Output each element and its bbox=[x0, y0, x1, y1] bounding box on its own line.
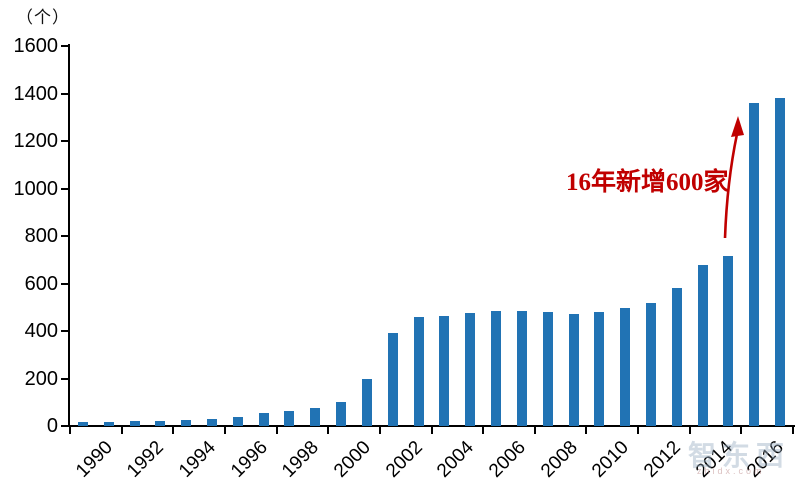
x-tick-9 bbox=[533, 427, 536, 434]
bar-1992 bbox=[129, 421, 140, 426]
x-tick-1 bbox=[120, 427, 123, 434]
bar-2012 bbox=[645, 302, 656, 426]
x-tick-2 bbox=[172, 427, 175, 434]
bar-1990 bbox=[77, 422, 88, 426]
x-tick-8 bbox=[482, 427, 485, 434]
bar-2015 bbox=[723, 256, 734, 426]
bar-1993 bbox=[155, 421, 166, 426]
bar-2007 bbox=[516, 310, 527, 426]
x-tick-13 bbox=[740, 427, 743, 434]
y-axis-line bbox=[68, 44, 70, 427]
bar-1995 bbox=[207, 418, 218, 426]
y-tick-label-1600: 1600 bbox=[13, 35, 59, 57]
x-tick-0 bbox=[69, 427, 71, 434]
y-tick-label-200: 200 bbox=[24, 367, 58, 390]
bar-2016 bbox=[749, 103, 760, 426]
bar-1998 bbox=[284, 411, 295, 426]
x-axis-line bbox=[68, 425, 795, 427]
y-tick-200 bbox=[61, 377, 69, 380]
watermark-domain: zhidx.com bbox=[697, 466, 765, 476]
x-tick-5 bbox=[327, 427, 330, 434]
y-tick-label-0: 0 bbox=[46, 415, 58, 437]
bar-2008 bbox=[542, 312, 553, 426]
y-tick-label-400: 400 bbox=[24, 320, 58, 342]
x-tick-label-1990: 1990 bbox=[71, 437, 117, 482]
y-tick-1200 bbox=[61, 140, 69, 142]
y-tick-label-1200: 1200 bbox=[13, 130, 59, 152]
x-tick-7 bbox=[430, 427, 433, 434]
bar-2001 bbox=[361, 378, 372, 426]
x-tick-3 bbox=[223, 427, 226, 434]
bar-2005 bbox=[465, 313, 476, 426]
bar-1999 bbox=[310, 408, 321, 426]
bar-2002 bbox=[387, 333, 398, 426]
bar-2017 bbox=[775, 98, 786, 426]
bar-2011 bbox=[620, 308, 631, 426]
bar-2013 bbox=[671, 288, 682, 426]
x-tick-4 bbox=[275, 427, 278, 434]
bar-2000 bbox=[336, 402, 347, 426]
y-tick-1600 bbox=[61, 45, 69, 47]
y-tick-label-1400: 1400 bbox=[13, 82, 59, 105]
x-tick-12 bbox=[688, 427, 691, 434]
bar-2010 bbox=[594, 312, 605, 426]
x-tick-11 bbox=[637, 427, 640, 434]
bar-2003 bbox=[413, 316, 424, 426]
annotation-text: 16年新增600家 bbox=[566, 169, 729, 196]
y-tick-label-800: 800 bbox=[24, 225, 58, 247]
bar-2014 bbox=[697, 264, 708, 426]
x-tick-10 bbox=[585, 427, 588, 434]
y-tick-600 bbox=[61, 282, 69, 285]
y-tick-800 bbox=[61, 235, 69, 237]
bar-1997 bbox=[258, 412, 269, 426]
bar-2006 bbox=[491, 310, 502, 426]
watermark-logo: 智东西 bbox=[688, 440, 791, 471]
y-axis-unit-label: （个） bbox=[16, 8, 70, 27]
bar-1991 bbox=[103, 422, 114, 426]
bar-2009 bbox=[568, 314, 579, 426]
y-tick-label-600: 600 bbox=[24, 272, 58, 295]
bar-2004 bbox=[439, 315, 450, 426]
y-tick-1400 bbox=[61, 92, 69, 95]
bar-1996 bbox=[232, 416, 243, 426]
bar-1994 bbox=[181, 420, 192, 426]
x-tick-14 bbox=[792, 427, 794, 434]
y-tick-400 bbox=[61, 330, 69, 332]
y-tick-0 bbox=[61, 425, 69, 427]
x-tick-6 bbox=[378, 427, 381, 434]
y-tick-label-1000: 1000 bbox=[13, 177, 59, 200]
y-tick-1000 bbox=[61, 187, 69, 190]
